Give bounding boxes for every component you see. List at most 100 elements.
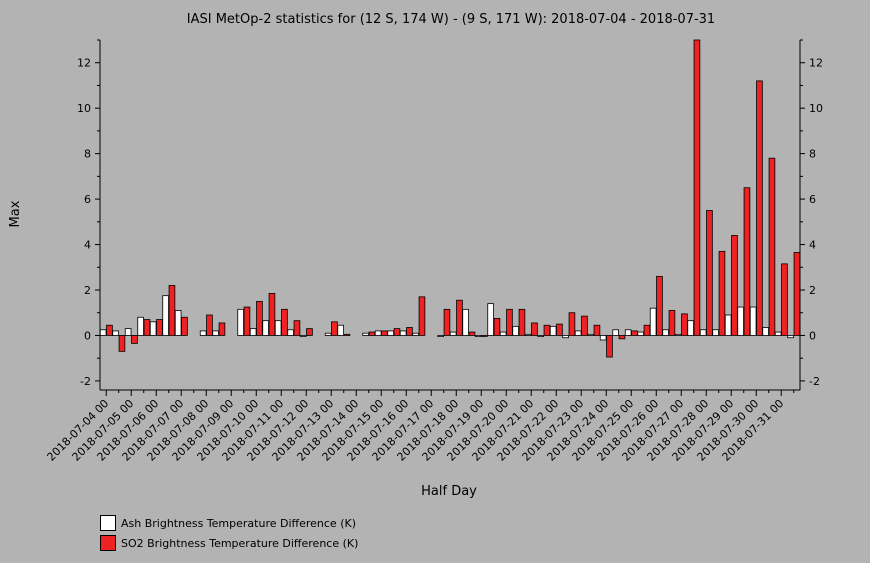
bar-so2 bbox=[518, 308, 526, 336]
bar-ash bbox=[112, 330, 119, 336]
y-tick-label-right: 6 bbox=[809, 193, 816, 206]
y-tick-label-left: 2 bbox=[84, 284, 91, 297]
bar-so2 bbox=[493, 318, 501, 336]
bar-so2 bbox=[118, 335, 126, 352]
y-tick-label-left: 6 bbox=[84, 193, 91, 206]
bar-so2 bbox=[693, 39, 701, 336]
bar-ash bbox=[212, 330, 219, 336]
bar-ash bbox=[499, 331, 507, 336]
bar-ash bbox=[274, 320, 282, 336]
bar-so2 bbox=[731, 235, 738, 336]
bar-ash bbox=[199, 330, 207, 336]
bar-ash bbox=[674, 333, 682, 336]
legend: Ash Brightness Temperature Difference (K… bbox=[100, 513, 358, 553]
y-tick-label-right: 0 bbox=[809, 329, 816, 342]
bar-ash bbox=[762, 327, 769, 336]
bar-so2 bbox=[281, 308, 288, 336]
y-tick-label-left: -2 bbox=[80, 375, 91, 388]
bar-ash bbox=[599, 335, 607, 341]
bar-ash bbox=[487, 303, 494, 336]
bar-ash bbox=[362, 332, 369, 336]
bar-ash bbox=[699, 329, 707, 336]
bar-ash bbox=[399, 330, 407, 336]
bar-so2 bbox=[306, 328, 313, 336]
bar-so2 bbox=[481, 335, 488, 337]
bar-ash bbox=[174, 310, 182, 336]
bar-ash bbox=[574, 330, 582, 336]
y-axis-label: Max bbox=[8, 200, 23, 227]
bar-so2 bbox=[506, 308, 513, 336]
bar-ash bbox=[374, 330, 382, 336]
bar-so2 bbox=[606, 335, 613, 358]
bar-ash bbox=[749, 306, 757, 336]
y-tick-label-right: -2 bbox=[809, 375, 820, 388]
bar-so2 bbox=[368, 331, 376, 336]
bar-ash bbox=[524, 333, 532, 336]
y-tick-label-left: 0 bbox=[84, 329, 91, 342]
bar-ash bbox=[549, 325, 557, 336]
bar-ash bbox=[162, 295, 169, 336]
bar-so2 bbox=[706, 210, 713, 336]
bar-so2 bbox=[781, 263, 788, 336]
bar-ash bbox=[262, 320, 269, 336]
bar-ash bbox=[387, 330, 394, 336]
bar-ash bbox=[237, 308, 244, 336]
bar-so2 bbox=[131, 335, 138, 344]
bar-so2 bbox=[681, 313, 688, 336]
bar-ash bbox=[687, 320, 694, 336]
bar-so2 bbox=[106, 324, 113, 336]
bar-so2 bbox=[343, 333, 351, 336]
chart-title: IASI MetOp-2 statistics for (12 S, 174 W… bbox=[187, 12, 715, 27]
bar-ash bbox=[474, 335, 482, 337]
bar-so2 bbox=[656, 275, 663, 336]
y-tick-label-left: 12 bbox=[77, 57, 91, 70]
y-tick-label-right: 4 bbox=[809, 239, 816, 252]
bar-ash bbox=[287, 329, 294, 336]
bar-ash bbox=[624, 329, 632, 336]
y-tick-label-right: 8 bbox=[809, 148, 816, 161]
bar-so2 bbox=[756, 80, 763, 336]
bar-so2 bbox=[218, 322, 226, 336]
legend-item-so2: SO2 Brightness Temperature Difference (K… bbox=[100, 533, 358, 553]
bar-ash bbox=[99, 329, 107, 336]
bar-so2 bbox=[181, 316, 188, 336]
bar-so2 bbox=[643, 324, 651, 336]
bar-ash bbox=[649, 307, 657, 336]
bar-so2 bbox=[631, 330, 638, 336]
bar-so2 bbox=[418, 296, 426, 336]
bar-ash bbox=[712, 329, 719, 336]
bar-ash bbox=[324, 332, 332, 336]
bar-so2 bbox=[456, 299, 463, 336]
bar-ash bbox=[337, 324, 344, 336]
legend-item-ash: Ash Brightness Temperature Difference (K… bbox=[100, 513, 358, 533]
legend-swatch-so2 bbox=[100, 535, 116, 551]
bar-so2 bbox=[531, 322, 538, 336]
bar-so2 bbox=[393, 328, 401, 336]
y-tick-label-right: 10 bbox=[809, 102, 823, 115]
bar-ash bbox=[737, 306, 744, 336]
bar-ash bbox=[124, 328, 132, 336]
bar-so2 bbox=[268, 293, 276, 336]
bar-so2 bbox=[543, 324, 551, 336]
bar-so2 bbox=[168, 285, 176, 336]
bar-ash bbox=[537, 335, 544, 337]
bar-ash bbox=[587, 333, 594, 336]
bar-so2 bbox=[668, 310, 676, 336]
y-tick-label-left: 4 bbox=[84, 239, 91, 252]
bar-so2 bbox=[768, 157, 776, 336]
y-tick-label-left: 10 bbox=[77, 102, 91, 115]
bar-ash bbox=[787, 335, 794, 339]
bar-so2 bbox=[618, 335, 626, 340]
bar-so2 bbox=[381, 330, 388, 336]
bar-ash bbox=[412, 332, 419, 336]
bar-ash bbox=[249, 328, 257, 336]
bar-so2 bbox=[243, 306, 251, 336]
bar-so2 bbox=[256, 300, 263, 336]
y-tick-label-right: 12 bbox=[809, 57, 823, 70]
bar-ash bbox=[562, 335, 569, 339]
bar-so2 bbox=[468, 331, 476, 336]
bar-ash bbox=[512, 325, 519, 336]
legend-label-so2: SO2 Brightness Temperature Difference (K… bbox=[121, 536, 359, 550]
